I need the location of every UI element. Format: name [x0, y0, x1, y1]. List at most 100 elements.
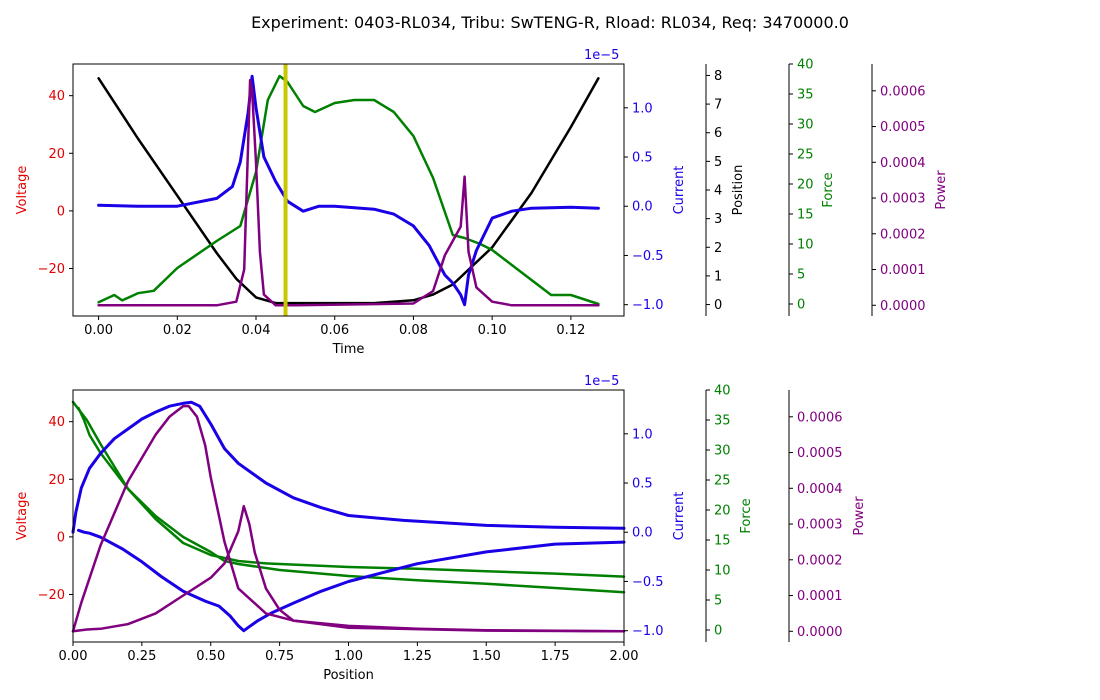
position-tick-label: 2	[714, 241, 722, 256]
power-line	[71, 504, 626, 633]
position-tick-label: 4	[714, 184, 722, 199]
current-tick-label: −0.5	[632, 575, 664, 590]
current-tick-label: −1.0	[632, 624, 664, 639]
force-axis-label: Force	[739, 498, 754, 533]
x-tick-label: 1.75	[541, 649, 570, 664]
force-axis-label: Force	[821, 172, 836, 207]
voltage-tick-label: −20	[38, 262, 65, 277]
x-axis-label: Time	[332, 342, 365, 357]
force-line	[97, 74, 600, 306]
power-tick-label: 0.0001	[797, 589, 843, 604]
x-tick-label: 0.75	[265, 649, 294, 664]
x-tick-label: 1.25	[403, 649, 432, 664]
power-line	[71, 404, 626, 633]
force-tick-label: 30	[714, 444, 731, 459]
x-tick-label: 1.50	[472, 649, 501, 664]
force-tick-label: 40	[797, 58, 814, 73]
force-tick-label: 35	[797, 88, 814, 103]
current-axis-label: Current	[672, 166, 687, 215]
force-tick-label: 0	[714, 624, 722, 639]
power-tick-label: 0.0003	[880, 192, 926, 207]
force-tick-label: 35	[714, 414, 731, 429]
force-tick-label: 25	[797, 148, 814, 163]
x-tick-label: 1.00	[334, 649, 363, 664]
x-tick-label: 0.25	[127, 649, 156, 664]
voltage-tick-label: 0	[57, 204, 65, 219]
current-tick-label: −1.0	[632, 298, 664, 313]
force-tick-label: 0	[797, 298, 805, 313]
x-tick-label: 0.00	[84, 323, 113, 338]
current-offset-label: 1e−5	[584, 374, 619, 389]
figure-title: Experiment: 0403-RL034, Tribu: SwTENG-R,…	[251, 13, 849, 32]
position-tick-label: 3	[714, 212, 722, 227]
power-axis-label: Power	[934, 170, 949, 210]
position-tick-label: 7	[714, 98, 722, 113]
force-tick-label: 20	[797, 178, 814, 193]
x-tick-label: 0.08	[399, 323, 428, 338]
current-tick-label: 1.0	[632, 101, 653, 116]
voltage-tick-label: 40	[48, 415, 65, 430]
power-axis-label: Power	[852, 496, 867, 536]
current-tick-label: 0.5	[632, 151, 653, 166]
position-tick-label: 0	[714, 298, 722, 313]
force-tick-label: 30	[797, 118, 814, 133]
force-line	[71, 400, 626, 594]
x-axis-label: Position	[323, 668, 374, 683]
voltage-tick-label: 0	[57, 530, 65, 545]
current-tick-label: −0.5	[632, 249, 664, 264]
power-tick-label: 0.0006	[880, 84, 926, 99]
x-tick-label: 0.06	[320, 323, 349, 338]
x-tick-label: 0.04	[242, 323, 271, 338]
voltage-axis-label: Voltage	[15, 166, 30, 215]
position-tick-label: 8	[714, 69, 722, 84]
power-tick-label: 0.0002	[880, 227, 926, 242]
position-tick-label: 5	[714, 155, 722, 170]
position-tick-label: 1	[714, 269, 722, 284]
current-axis-label: Current	[672, 492, 687, 541]
current-line	[97, 74, 600, 307]
voltage-tick-label: −20	[38, 588, 65, 603]
force-tick-label: 5	[714, 594, 722, 609]
force-tick-label: 40	[714, 384, 731, 399]
force-tick-label: 25	[714, 474, 731, 489]
force-line	[77, 406, 626, 578]
power-tick-label: 0.0005	[797, 446, 843, 461]
power-tick-label: 0.0003	[797, 518, 843, 533]
current-offset-label: 1e−5	[584, 48, 619, 63]
x-tick-label: 0.50	[196, 649, 225, 664]
position-tick-label: 6	[714, 126, 722, 141]
force-tick-label: 20	[714, 504, 731, 519]
current-line	[71, 400, 626, 534]
position-axis-label: Position	[731, 165, 746, 216]
x-tick-label: 0.02	[163, 323, 192, 338]
current-tick-label: 0.5	[632, 477, 653, 492]
time-chart: 0.00 0.02 0.04 0.06 0.08 0.10 0.12Time−2002040…	[15, 48, 949, 357]
position-chart: 0.00 0.25 0.50 0.75 1.00 1.25 1.50 1.75 2.00Posi…	[15, 374, 867, 683]
power-tick-label: 0.0005	[880, 120, 926, 135]
power-tick-label: 0.0006	[797, 410, 843, 425]
x-tick-label: 0.00	[59, 649, 88, 664]
force-tick-label: 15	[714, 534, 731, 549]
current-tick-label: 1.0	[632, 427, 653, 442]
power-tick-label: 0.0000	[797, 625, 843, 640]
force-tick-label: 5	[797, 268, 805, 283]
current-line	[77, 528, 626, 633]
power-line	[97, 78, 600, 307]
x-tick-label: 0.10	[478, 323, 507, 338]
force-tick-label: 10	[714, 564, 731, 579]
power-tick-label: 0.0004	[797, 482, 843, 497]
power-tick-label: 0.0002	[797, 553, 843, 568]
power-tick-label: 0.0004	[880, 156, 926, 171]
current-tick-label: 0.0	[632, 526, 653, 541]
x-tick-label: 2.00	[610, 649, 639, 664]
power-tick-label: 0.0000	[880, 299, 926, 314]
current-tick-label: 0.0	[632, 200, 653, 215]
force-tick-label: 15	[797, 208, 814, 223]
position-line	[97, 77, 600, 305]
power-tick-label: 0.0001	[880, 263, 926, 278]
voltage-tick-label: 20	[48, 473, 65, 488]
voltage-axis-label: Voltage	[15, 492, 30, 541]
voltage-tick-label: 20	[48, 147, 65, 162]
voltage-tick-label: 40	[48, 89, 65, 104]
